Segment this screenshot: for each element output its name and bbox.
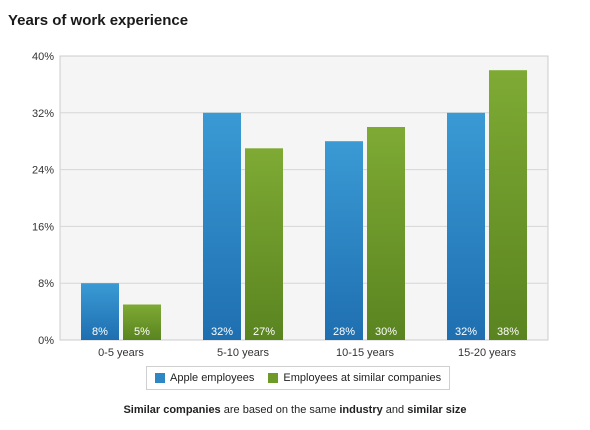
bar-value-label: 30% — [375, 326, 397, 338]
footnote-bold-1: Similar companies — [123, 404, 221, 416]
bar-similar[interactable] — [367, 127, 405, 340]
legend-swatch-similar — [268, 373, 279, 383]
bar-value-label: 5% — [134, 326, 150, 338]
category-label: 10-15 years — [336, 347, 395, 359]
bar-value-label: 32% — [455, 326, 477, 338]
footnote-bold-2: industry — [339, 404, 383, 416]
y-tick-label: 8% — [38, 278, 54, 290]
bar-apple[interactable] — [203, 112, 241, 340]
bar-value-label: 38% — [497, 326, 519, 338]
legend-label-apple: Apple employees — [170, 372, 255, 384]
category-label: 0-5 years — [98, 347, 144, 359]
bar-similar[interactable] — [489, 70, 527, 340]
bar-apple[interactable] — [447, 112, 485, 340]
legend-item-similar[interactable]: Employees at similar companies — [268, 372, 441, 384]
legend-item-apple[interactable]: Apple employees — [155, 372, 254, 384]
bar-apple[interactable] — [81, 283, 119, 340]
legend: Apple employees Employees at similar com… — [146, 366, 451, 390]
footnote: Similar companies are based on the same … — [0, 404, 590, 416]
y-tick-label: 16% — [32, 221, 54, 233]
y-tick-label: 24% — [32, 165, 54, 177]
chart-title: Years of work experience — [8, 12, 189, 29]
bar-value-label: 27% — [253, 326, 275, 338]
footnote-text-2: and — [382, 404, 408, 416]
legend-label-similar: Employees at similar companies — [283, 372, 442, 384]
bar-apple[interactable] — [325, 141, 363, 340]
y-tick-label: 32% — [32, 108, 54, 120]
y-tick-label: 40% — [32, 51, 54, 63]
legend-swatch-apple — [155, 373, 165, 383]
bar-similar[interactable] — [123, 304, 161, 341]
category-label: 5-10 years — [217, 347, 269, 359]
bar-value-label: 8% — [92, 326, 108, 338]
footnote-text-1: are based on the same — [220, 404, 340, 416]
bar-value-label: 32% — [211, 326, 233, 338]
bar-value-label: 28% — [333, 326, 355, 338]
bar-similar[interactable] — [245, 148, 283, 340]
category-label: 15-20 years — [458, 347, 517, 359]
y-tick-label: 0% — [38, 335, 54, 347]
footnote-bold-3: similar size — [407, 404, 467, 416]
